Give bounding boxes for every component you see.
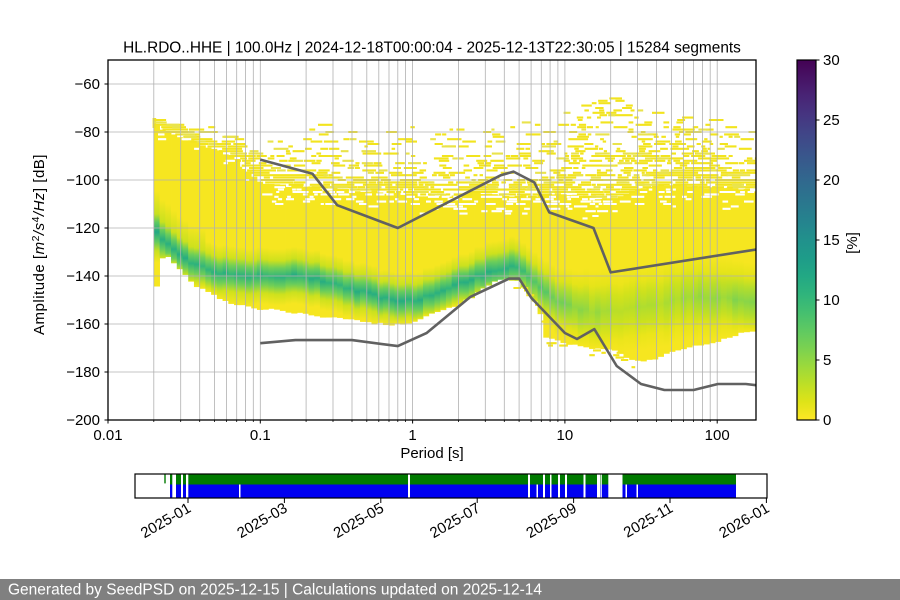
svg-text:0: 0: [823, 412, 831, 429]
svg-text:10: 10: [823, 292, 840, 309]
svg-text:[%]: [%]: [844, 232, 861, 254]
svg-text:−200: −200: [66, 412, 100, 429]
svg-text:5: 5: [823, 352, 831, 369]
svg-text:0.01: 0.01: [93, 427, 122, 444]
svg-text:Period [s]: Period [s]: [400, 445, 463, 462]
svg-text:20: 20: [823, 172, 840, 189]
svg-text:HL.RDO..HHE | 100.0Hz | 2024-1: HL.RDO..HHE | 100.0Hz | 2024-12-18T00:00…: [123, 40, 741, 57]
svg-text:30: 30: [823, 52, 840, 69]
svg-text:−180: −180: [66, 364, 100, 381]
svg-text:0.1: 0.1: [250, 427, 271, 444]
svg-text:−120: −120: [66, 220, 100, 237]
svg-text:100: 100: [705, 427, 730, 444]
svg-text:Amplitude [m2/s4/Hz] [dB]: Amplitude [m2/s4/Hz] [dB]: [30, 154, 48, 335]
svg-text:1: 1: [408, 427, 416, 444]
svg-text:−80: −80: [75, 124, 100, 141]
svg-text:25: 25: [823, 112, 840, 129]
svg-text:−60: −60: [75, 76, 100, 93]
svg-text:10: 10: [557, 427, 574, 444]
svg-text:Generated by SeedPSD on 2025-1: Generated by SeedPSD on 2025-12-15 | Cal…: [8, 582, 542, 599]
svg-text:−100: −100: [66, 172, 100, 189]
svg-text:−140: −140: [66, 268, 100, 285]
svg-text:15: 15: [823, 232, 840, 249]
svg-text:−160: −160: [66, 316, 100, 333]
